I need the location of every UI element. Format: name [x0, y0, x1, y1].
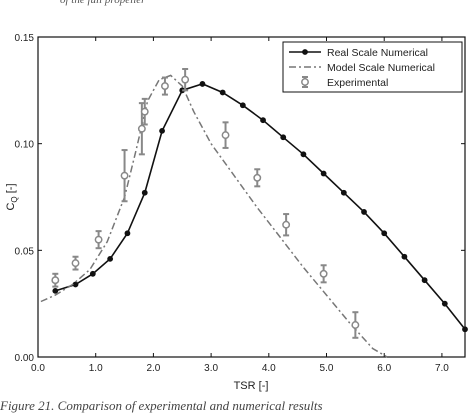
- x-tick-label: 2.0: [146, 363, 160, 374]
- real-scale-point: [89, 270, 96, 277]
- x-axis-label: TSR [-]: [234, 380, 269, 392]
- experimental-point: [319, 269, 328, 278]
- experimental-point: [181, 75, 190, 84]
- y-axis-label: CQ [-]: [5, 183, 19, 210]
- real-scale-point: [219, 89, 226, 96]
- real-scale-point: [124, 230, 131, 237]
- y-tick-label: 0.05: [15, 246, 35, 257]
- real-scale-point: [381, 230, 388, 237]
- model-scale-line: [40, 74, 388, 358]
- real-scale-point: [361, 209, 367, 215]
- figure-caption-top: of the full propeller: [60, 0, 146, 6]
- y-tick-label: 0.00: [15, 353, 35, 364]
- x-tick-label: 1.0: [89, 363, 103, 374]
- legend-entry-label: Experimental: [327, 77, 388, 89]
- x-tick-label: 4.0: [262, 363, 276, 374]
- legend-entry-label: Model Scale Numerical: [327, 62, 435, 74]
- y-tick-label: 0.15: [15, 33, 35, 44]
- real-scale-point: [421, 277, 428, 284]
- y-axis-label-subscript: Q: [10, 196, 19, 202]
- y-axis-label-unit: [-]: [5, 183, 17, 196]
- real-scale-point: [159, 127, 165, 134]
- real-scale-line: [55, 83, 466, 330]
- x-tick-label: 0.0: [31, 363, 45, 374]
- legend: Real Scale Numerical Model Scale Numerica…: [282, 41, 463, 93]
- real-scale-point: [280, 134, 287, 141]
- experimental-point: [140, 107, 149, 116]
- x-tick-label: 3.0: [204, 363, 218, 374]
- real-scale-point: [462, 326, 468, 333]
- axes-layer: 0.0 1.0 2.0 3.0 4.0 5.0 6.0 7.0 0.00 0.05 0.10 0.15: [15, 33, 465, 374]
- real-scale-point: [260, 117, 266, 124]
- real-scale-point: [300, 151, 307, 158]
- real-scale-point: [340, 189, 347, 196]
- y-axis-label-main: C: [5, 203, 17, 211]
- x-tick-label: 6.0: [377, 363, 391, 374]
- real-scale-point: [107, 255, 114, 262]
- real-scale-point: [141, 189, 148, 196]
- y-tick-label: 0.10: [15, 140, 35, 151]
- real-scale-point: [72, 281, 79, 288]
- experimental-point: [160, 82, 169, 91]
- experimental-point: [253, 173, 262, 182]
- experimental-point: [71, 259, 80, 268]
- experimental-point: [221, 131, 230, 140]
- legend-entry-label: Real Scale Numerical: [327, 47, 428, 59]
- legend-box: [282, 41, 463, 93]
- x-tick-label: 5.0: [320, 363, 334, 374]
- figure-caption-bottom: Figure 21. Comparison of experimental an…: [0, 398, 323, 413]
- real-scale-point: [52, 287, 59, 294]
- legend-symbol-marker: [302, 49, 308, 55]
- real-scale-point: [199, 81, 206, 87]
- experimental-point: [351, 321, 360, 329]
- experimental-point: [51, 276, 60, 285]
- experimental-point: [137, 124, 146, 133]
- real-scale-point: [401, 253, 408, 260]
- experimental-point: [282, 220, 291, 229]
- legend-symbol-marker: [301, 78, 309, 86]
- real-scale-point: [320, 170, 327, 177]
- real-scale-point: [239, 102, 246, 109]
- experimental-point: [120, 171, 129, 180]
- x-tick-label: 7.0: [435, 363, 449, 374]
- experimental-point: [94, 235, 103, 244]
- real-scale-point: [441, 300, 448, 307]
- plot-frame: [37, 36, 466, 358]
- series-layer: [40, 68, 468, 358]
